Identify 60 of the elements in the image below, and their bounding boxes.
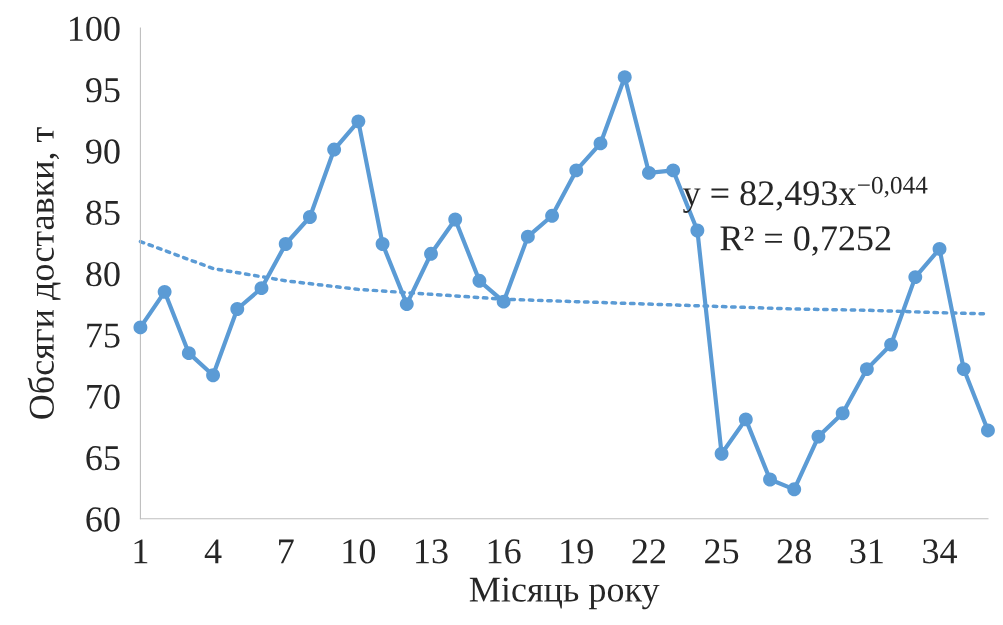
point [520,229,535,244]
point [666,163,681,178]
point [763,472,777,487]
y-tick-label: 85 [86,200,120,225]
point [206,368,221,383]
x-tick-label: 16 [488,539,521,564]
point [157,284,172,299]
point [981,423,995,438]
y-tick-label: 95 [86,78,120,103]
point [593,136,608,151]
point [811,429,826,444]
point [496,294,511,309]
x-tick-label: 7 [279,539,294,564]
point [714,446,729,461]
annotation: R² = 0,7252 [720,226,891,256]
x-tick-label: 10 [343,539,376,564]
point [327,142,342,157]
point [569,163,584,178]
point [472,273,487,288]
x-tick-label: 22 [632,539,665,564]
y-tick-label: 60 [86,507,120,532]
x-tick-label: 19 [561,539,593,564]
point [278,237,293,251]
point [302,210,317,224]
y-tick-label: 70 [87,384,120,409]
point [835,406,850,421]
point [956,362,971,377]
point [787,482,802,497]
point [738,412,753,427]
y-tick-label: 100 [69,16,120,42]
point [642,165,656,180]
x-tick-label: 4 [204,539,222,564]
point [690,223,705,238]
point [859,362,874,377]
point [908,270,923,285]
x-tick-label: 31 [850,539,883,564]
x-axis-title: Місяць року [469,577,660,610]
point [545,208,560,223]
point [230,302,245,316]
point [181,346,196,361]
point [375,237,390,251]
x-tick-label: 34 [923,539,958,564]
x-tick-label: 1 [134,539,148,564]
y-tick-label: 65 [86,446,120,471]
y-axis-title: Обсяги доставки, т [27,127,61,419]
y-tick-label: 75 [87,323,120,348]
point [351,114,366,129]
x-tick-label: 28 [777,539,811,564]
point [448,212,463,227]
x-tick-label: 25 [705,539,739,564]
point [399,297,414,312]
point [254,281,269,296]
y-tick-label: 80 [86,261,120,287]
point [932,241,947,256]
x-tick-label: 13 [416,539,448,564]
y-tick-label: 90 [86,139,120,164]
point [424,246,438,261]
point [884,337,899,352]
point [133,320,148,335]
point [617,70,632,85]
